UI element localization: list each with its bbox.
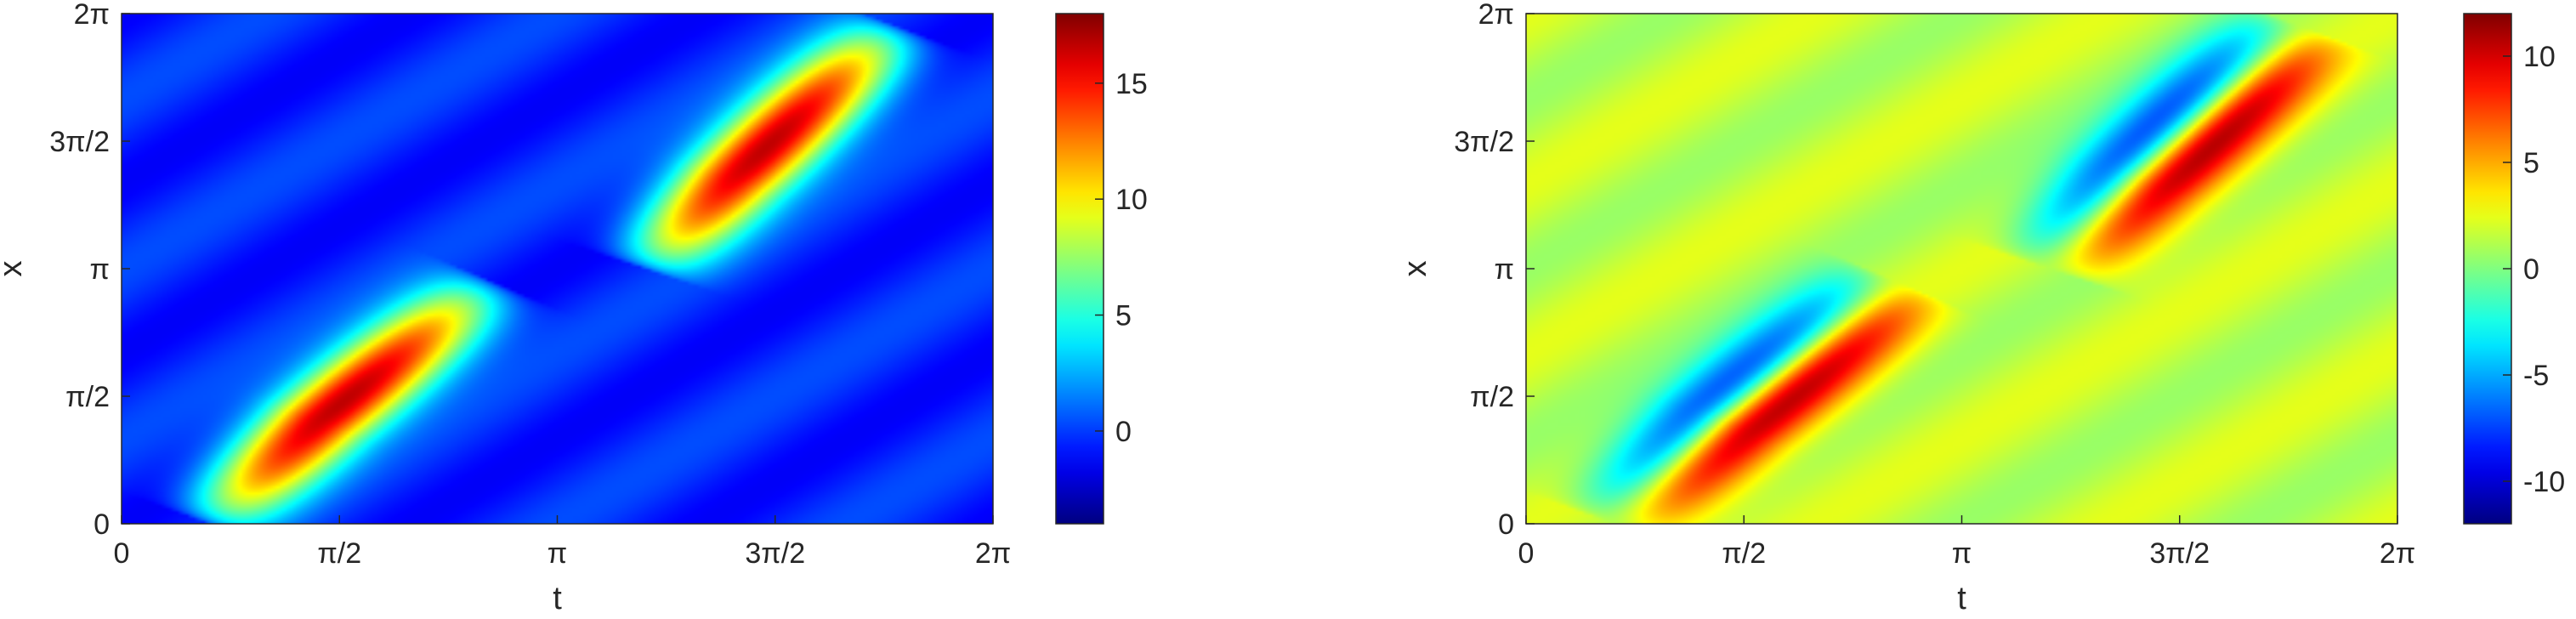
x-tick-label: π/2	[317, 537, 361, 570]
colorbar-tick-label: -5	[2523, 360, 2549, 392]
x-tick-label: π	[548, 537, 567, 570]
colorbar	[1055, 13, 1104, 525]
colorbar-tick-label: -10	[2523, 466, 2565, 498]
y-tick-label: 2π	[74, 0, 110, 31]
y-tick-label: π/2	[65, 381, 110, 413]
x-tick-label: 2π	[975, 537, 1011, 570]
colorbar-tick-label: 0	[1115, 416, 1132, 448]
colorbar-tick-label: 5	[2523, 147, 2539, 179]
y-tick-label: 0	[1498, 508, 1514, 541]
y-tick-label: 3π/2	[49, 126, 110, 158]
y-tick-label: π	[1495, 253, 1514, 286]
colorbar-tick-label: 5	[1115, 300, 1132, 332]
x-axis-label: t	[1957, 581, 1966, 616]
heatmap-panel-2: 0 π/2 π 3π/2 2π 0 π/2 π 3π/2 2π t x 10 5 0 -5 -10	[1398, 0, 2565, 616]
x-axis-label: t	[553, 581, 562, 616]
y-tick-label: π	[90, 253, 110, 286]
y-tick-label: 3π/2	[1454, 126, 1514, 158]
x-tick-label: 0	[114, 537, 130, 570]
x-tick-label: 3π/2	[745, 537, 805, 570]
y-axis-label: x	[1398, 261, 1433, 277]
heatmap-image	[122, 14, 993, 524]
x-tick-label: 3π/2	[2149, 537, 2210, 570]
y-tick-label: 0	[94, 508, 110, 541]
y-tick-label: 2π	[1478, 0, 1514, 31]
x-tick-label: π/2	[1722, 537, 1766, 570]
colorbar-tick-label: 0	[2523, 253, 2539, 286]
colorbar-tick-label: 10	[1115, 184, 1148, 216]
heatmap-image	[1526, 14, 2397, 524]
colorbar-tick-label: 10	[2523, 41, 2556, 73]
heatmap-panel-1: 0 π/2 π 3π/2 2π 0 π/2 π 3π/2 2π t x 15 10 5 0	[0, 0, 1148, 616]
y-axis-label: x	[0, 261, 29, 277]
x-tick-label: 2π	[2380, 537, 2415, 570]
colorbar-tick-label: 15	[1115, 68, 1148, 100]
y-tick-label: π/2	[1470, 381, 1514, 413]
x-tick-label: π	[1952, 537, 1972, 570]
x-tick-label: 0	[1518, 537, 1535, 570]
